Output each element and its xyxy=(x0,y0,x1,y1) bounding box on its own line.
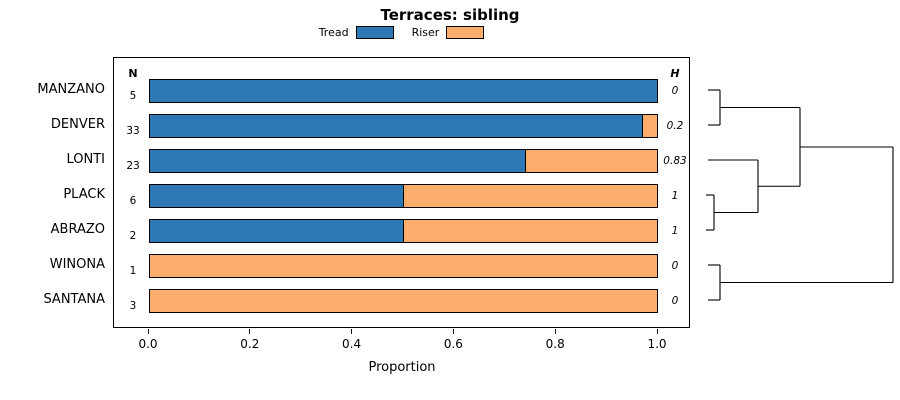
bar-santana xyxy=(149,289,658,313)
x-tick-mark-0.4 xyxy=(351,329,353,334)
legend-item-tread: Tread xyxy=(319,26,394,39)
bar-segment-riser-abrazo xyxy=(403,219,658,243)
bar-segment-tread-denver xyxy=(149,114,643,138)
n-value-plack: 6 xyxy=(129,195,137,207)
x-axis-title: Proportion xyxy=(368,360,436,375)
bar-manzano xyxy=(149,79,658,103)
bar-winona xyxy=(149,254,658,278)
h-value-lonti: 0.83 xyxy=(663,155,687,167)
legend-label-tread: Tread xyxy=(318,26,349,39)
chart-title: Terraces: sibling xyxy=(380,6,520,24)
bar-abrazo xyxy=(149,219,658,243)
bar-plack xyxy=(149,184,658,208)
n-value-manzano: 5 xyxy=(129,90,137,102)
bar-denver xyxy=(149,114,658,138)
n-value-abrazo: 2 xyxy=(129,230,137,242)
bar-segment-riser-santana xyxy=(149,289,658,313)
h-value-plack: 1 xyxy=(671,190,679,202)
bar-segment-riser-denver xyxy=(642,114,658,138)
plot-area: N H 5 0 33 0.2 23 0.83 6 1 2 1 1 0 3 0 xyxy=(113,57,690,328)
x-tick-mark-0.6 xyxy=(452,329,454,334)
h-column-header: H xyxy=(670,67,680,80)
bar-segment-tread-abrazo xyxy=(149,219,404,243)
h-value-winona: 0 xyxy=(671,260,679,272)
legend-label-riser: Riser xyxy=(411,26,440,39)
row-label-lonti: LONTI xyxy=(66,152,105,167)
legend-item-riser: Riser xyxy=(412,26,485,39)
n-value-lonti: 23 xyxy=(126,160,140,172)
row-label-manzano: MANZANO xyxy=(37,82,105,97)
x-tick-mark-0.2 xyxy=(249,329,251,334)
x-tick-label-0.0: 0.0 xyxy=(138,337,158,351)
x-tick-mark-1.0 xyxy=(656,329,658,334)
row-label-santana: SANTANA xyxy=(43,292,105,307)
bar-segment-tread-manzano xyxy=(149,79,658,103)
x-tick-mark-0.8 xyxy=(554,329,556,334)
n-column-header: N xyxy=(128,67,138,80)
legend-swatch-tread xyxy=(355,26,394,39)
n-value-santana: 3 xyxy=(129,300,137,312)
h-value-manzano: 0 xyxy=(671,85,679,97)
bar-segment-riser-plack xyxy=(403,184,658,208)
legend-swatch-riser xyxy=(446,26,485,39)
bar-segment-riser-winona xyxy=(149,254,658,278)
bar-segment-tread-plack xyxy=(149,184,404,208)
h-value-denver: 0.2 xyxy=(666,120,684,132)
bar-segment-tread-lonti xyxy=(149,149,526,173)
x-tick-label-1.0: 1.0 xyxy=(647,337,667,351)
x-tick-label-0.2: 0.2 xyxy=(240,337,260,351)
row-label-denver: DENVER xyxy=(50,117,105,132)
x-tick-label-0.6: 0.6 xyxy=(443,337,463,351)
n-value-denver: 33 xyxy=(126,125,140,137)
bar-lonti xyxy=(149,149,658,173)
x-tick-label-0.8: 0.8 xyxy=(545,337,565,351)
x-tick-mark-0.0 xyxy=(147,329,149,334)
row-label-winona: WINONA xyxy=(49,257,105,272)
row-label-plack: PLACK xyxy=(63,187,105,202)
x-tick-label-0.4: 0.4 xyxy=(342,337,362,351)
row-label-abrazo: ABRAZO xyxy=(50,222,105,237)
h-value-santana: 0 xyxy=(671,295,679,307)
bar-segment-riser-lonti xyxy=(525,149,658,173)
legend: Tread Riser xyxy=(113,26,690,39)
h-value-abrazo: 1 xyxy=(671,225,679,237)
n-value-winona: 1 xyxy=(129,265,137,277)
